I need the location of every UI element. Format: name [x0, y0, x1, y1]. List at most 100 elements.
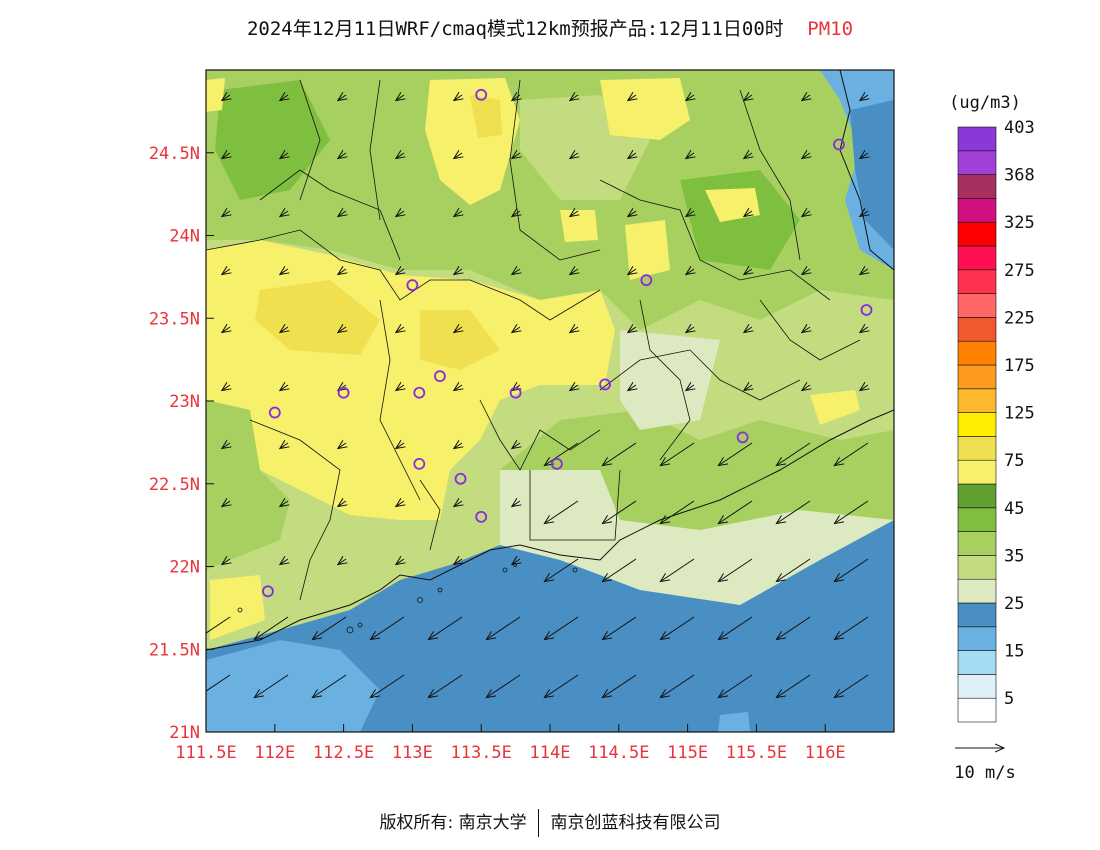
- dark-green-patch-1: [215, 80, 330, 200]
- lat-tick-label: 22N: [169, 558, 200, 578]
- lon-tick-label: 114.5E: [588, 743, 649, 763]
- legend-swatch: [957, 245, 997, 271]
- station-marker: [413, 386, 426, 399]
- wind-arrow: [803, 95, 810, 100]
- wind-arrow: [745, 95, 752, 100]
- wind-arrow: [629, 385, 636, 390]
- wind-arrow: [777, 558, 811, 581]
- wind-arrow: [255, 674, 289, 697]
- legend-swatch: [957, 174, 997, 199]
- legend-swatch: [957, 483, 997, 509]
- wind-arrow: [455, 443, 462, 448]
- wind-arrow: [571, 95, 578, 100]
- wind-arrow: [861, 327, 868, 332]
- wind-arrow: [571, 211, 578, 216]
- wind-arrow: [545, 442, 579, 465]
- wind-arrow: [281, 95, 288, 100]
- wind-arrow: [571, 327, 578, 332]
- legend-swatch: [957, 150, 997, 175]
- wind-arrow: [397, 443, 404, 448]
- wind-arrow: [661, 674, 695, 697]
- wind-arrow: [777, 616, 811, 639]
- wind-arrow: [223, 385, 230, 390]
- sea-zone: [206, 520, 894, 732]
- wind-arrow: [571, 269, 578, 274]
- yellow-blob-southwest: [210, 575, 265, 640]
- wind-arrow: [861, 385, 868, 390]
- wind-arrow: [487, 616, 521, 639]
- wind-arrow: [397, 385, 404, 390]
- station-marker: [475, 510, 488, 523]
- lon-tick-label: 115E: [667, 743, 708, 763]
- wind-arrow: [281, 501, 288, 506]
- wind-arrow: [223, 269, 230, 274]
- legend-value-label: 325: [1004, 213, 1035, 233]
- wind-arrow: [745, 269, 752, 274]
- wind-arrow: [455, 501, 462, 506]
- wind-arrow: [513, 211, 520, 216]
- wind-arrow: [281, 443, 288, 448]
- wind-arrow: [397, 327, 404, 332]
- wind-arrow: [313, 616, 347, 639]
- legend-swatch: [957, 507, 997, 532]
- wind-arrow: [745, 385, 752, 390]
- wind-arrow: [603, 558, 637, 581]
- wind-arrow: [455, 95, 462, 100]
- wind-arrow: [513, 327, 520, 332]
- legend-value-label: 275: [1004, 261, 1035, 281]
- station-marker: [599, 378, 611, 391]
- legend-swatch: [957, 459, 997, 485]
- wind-arrow: [803, 211, 810, 216]
- legend-swatch: [957, 626, 997, 651]
- wind-arrow: [487, 674, 521, 697]
- station-marker: [406, 279, 419, 292]
- lon-tick-label: 112.5E: [313, 743, 374, 763]
- org-nanjing-university: 南京大学: [458, 813, 527, 833]
- wind-arrow: [777, 500, 811, 523]
- sea-northeast: [850, 100, 894, 250]
- wind-arrow: [513, 269, 520, 274]
- wind-arrow: [281, 559, 288, 564]
- footer-separator: [538, 809, 540, 837]
- lat-tick-label: 22.5N: [149, 475, 200, 495]
- legend-swatch: [957, 697, 997, 723]
- wind-arrow: [429, 674, 463, 697]
- wind-arrow: [223, 327, 230, 332]
- legend-swatch: [957, 436, 997, 461]
- lon-tick-label: 114E: [530, 743, 571, 763]
- station-marker: [434, 370, 446, 383]
- wind-arrow: [777, 674, 811, 697]
- legend-swatch: [957, 412, 997, 437]
- wind-arrow: [513, 153, 520, 158]
- wind-arrow: [629, 153, 636, 158]
- legend-swatch: [957, 531, 997, 556]
- wind-arrow: [397, 559, 404, 564]
- wind-arrow: [339, 443, 346, 448]
- wind-arrow: [835, 558, 869, 581]
- legend-swatch: [957, 650, 997, 675]
- title-text: 2024年12月11日WRF/cmaq模式12km预报产品:12月11日00时: [246, 18, 784, 40]
- wind-arrow: [629, 211, 636, 216]
- wind-arrow: [455, 153, 462, 158]
- yellow-blob-north-5: [625, 220, 670, 280]
- legend-swatch: [957, 198, 997, 223]
- legend-value-label: 45: [1004, 499, 1024, 519]
- yellow-blob-north-4: [560, 210, 598, 242]
- wind-arrow: [223, 559, 230, 564]
- wind-arrow: [397, 95, 404, 100]
- pm10-map: [206, 70, 894, 732]
- station-marker: [262, 585, 274, 598]
- wind-arrow: [339, 153, 346, 158]
- lat-tick-label: 21.5N: [149, 640, 200, 660]
- wind-arrow: [545, 616, 579, 639]
- sea-light-zone-2: [718, 712, 750, 732]
- footer: 版权所有: 南京大学 南京创蓝科技有限公司: [0, 808, 1100, 837]
- wind-arrow: [255, 616, 289, 639]
- wind-arrow: [223, 501, 230, 506]
- legend-swatch: [957, 674, 997, 699]
- wind-vectors: [206, 95, 869, 697]
- station-marker: [509, 386, 522, 399]
- wind-arrow: [835, 674, 869, 697]
- wind-arrow: [223, 95, 230, 100]
